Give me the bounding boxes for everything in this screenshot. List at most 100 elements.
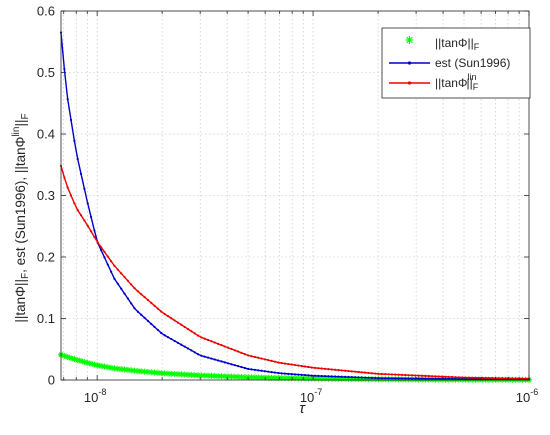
data-point-est: [69, 118, 73, 122]
data-point-est: [330, 375, 333, 378]
data-point-lin: [367, 371, 370, 375]
data-point-est: [434, 377, 437, 380]
data-point-lin: [200, 336, 203, 339]
data-marker-tan: [74, 357, 81, 364]
data-point-lin: [203, 337, 206, 340]
data-point-lin: [364, 371, 367, 374]
data-point-est: [337, 375, 340, 378]
x-tick-exponent: -7: [314, 387, 322, 397]
data-point-est: [156, 328, 160, 332]
data-point-est: [203, 355, 206, 358]
data-point-lin: [69, 194, 73, 197]
data-point-est: [420, 377, 424, 380]
data-point-est: [357, 376, 360, 379]
data-point-lin: [79, 214, 83, 217]
data-point-lin: [400, 373, 404, 376]
data-point-est: [79, 172, 83, 176]
data-point-lin: [86, 224, 89, 227]
data-point-est: [400, 377, 404, 380]
data-point-lin: [63, 176, 66, 179]
data-point-lin: [323, 367, 327, 370]
data-point-lin: [240, 351, 243, 354]
data-point-lin: [143, 296, 146, 299]
data-point-est: [176, 341, 180, 344]
data-point-est: [290, 373, 293, 376]
data-point-est: [230, 363, 233, 366]
data-point-lin: [484, 376, 487, 380]
y-tick-label: 0.6: [37, 4, 55, 19]
data-point-lin: [434, 375, 437, 378]
data-point-lin: [280, 361, 283, 365]
data-point-est: [260, 369, 263, 372]
data-point-est: [287, 372, 290, 375]
data-point-lin: [290, 363, 293, 366]
data-point-lin: [407, 374, 410, 377]
x-tick-exponent: -6: [530, 387, 538, 397]
x-axis-label: τ: [299, 400, 306, 417]
data-point-lin: [213, 341, 216, 344]
y-label-sub-a: F: [20, 273, 31, 279]
data-point-est: [253, 368, 256, 371]
data-point-lin: [223, 345, 226, 348]
legend: ||tanΦ||F est (Sun1996) ||tanΦlin||F: [381, 27, 531, 99]
data-point-lin: [176, 321, 180, 324]
data-point-lin: [444, 375, 447, 378]
data-point-lin: [410, 374, 414, 377]
data-point-lin: [156, 307, 160, 310]
data-point-lin: [417, 374, 420, 377]
data-point-lin: [377, 372, 380, 375]
data-point-est: [66, 98, 69, 101]
data-point-est: [267, 370, 270, 373]
data-point-est: [233, 364, 236, 367]
data-point-lin: [374, 372, 377, 375]
data-point-lin: [327, 368, 330, 371]
series-layer: [58, 31, 532, 383]
data-point-est: [340, 375, 343, 378]
legend-entry-est: est (Sun1996): [389, 56, 510, 70]
data-point-lin: [96, 241, 99, 244]
data-point-est: [257, 369, 260, 372]
data-point-lin: [150, 301, 153, 305]
data-point-lin: [300, 364, 303, 368]
data-point-lin: [173, 319, 176, 322]
data-point-lin: [390, 373, 394, 376]
legend-asterisk: [405, 36, 414, 44]
data-point-lin: [89, 230, 93, 233]
y-tick-label: 0.2: [37, 250, 55, 265]
data-point-lin: [243, 353, 246, 356]
data-point-lin: [501, 377, 504, 380]
data-point-est: [384, 377, 387, 380]
data-point-lin: [350, 370, 353, 373]
data-point-lin: [260, 357, 263, 360]
data-point-lin: [340, 369, 343, 372]
data-point-lin: [123, 275, 126, 279]
data-point-est: [270, 371, 273, 374]
data-point-lin: [427, 374, 430, 378]
data-point-lin: [451, 375, 454, 379]
data-point-est: [180, 343, 183, 346]
data-point-est: [89, 215, 93, 219]
data-point-lin: [521, 377, 524, 380]
data-point-lin: [210, 340, 213, 343]
data-point-lin: [270, 359, 273, 363]
data-point-est: [103, 256, 106, 259]
data-point-est: [153, 325, 156, 329]
y-tick-label: 0.4: [37, 127, 55, 142]
data-point-est: [76, 157, 79, 161]
data-point-est: [334, 375, 337, 378]
data-point-est: [240, 365, 243, 369]
data-point-est: [163, 334, 166, 337]
legend-tan-sub: F: [474, 42, 480, 52]
data-point-est: [457, 377, 460, 381]
data-point-lin: [330, 368, 333, 371]
data-point-lin: [220, 344, 223, 347]
data-point-est: [220, 360, 223, 363]
data-point-est: [223, 361, 226, 364]
data-point-lin: [467, 376, 470, 379]
data-point-est: [160, 331, 163, 335]
data-point-lin: [170, 317, 173, 320]
data-point-lin: [153, 304, 156, 307]
data-point-lin: [180, 323, 183, 326]
data-point-lin: [394, 373, 397, 376]
